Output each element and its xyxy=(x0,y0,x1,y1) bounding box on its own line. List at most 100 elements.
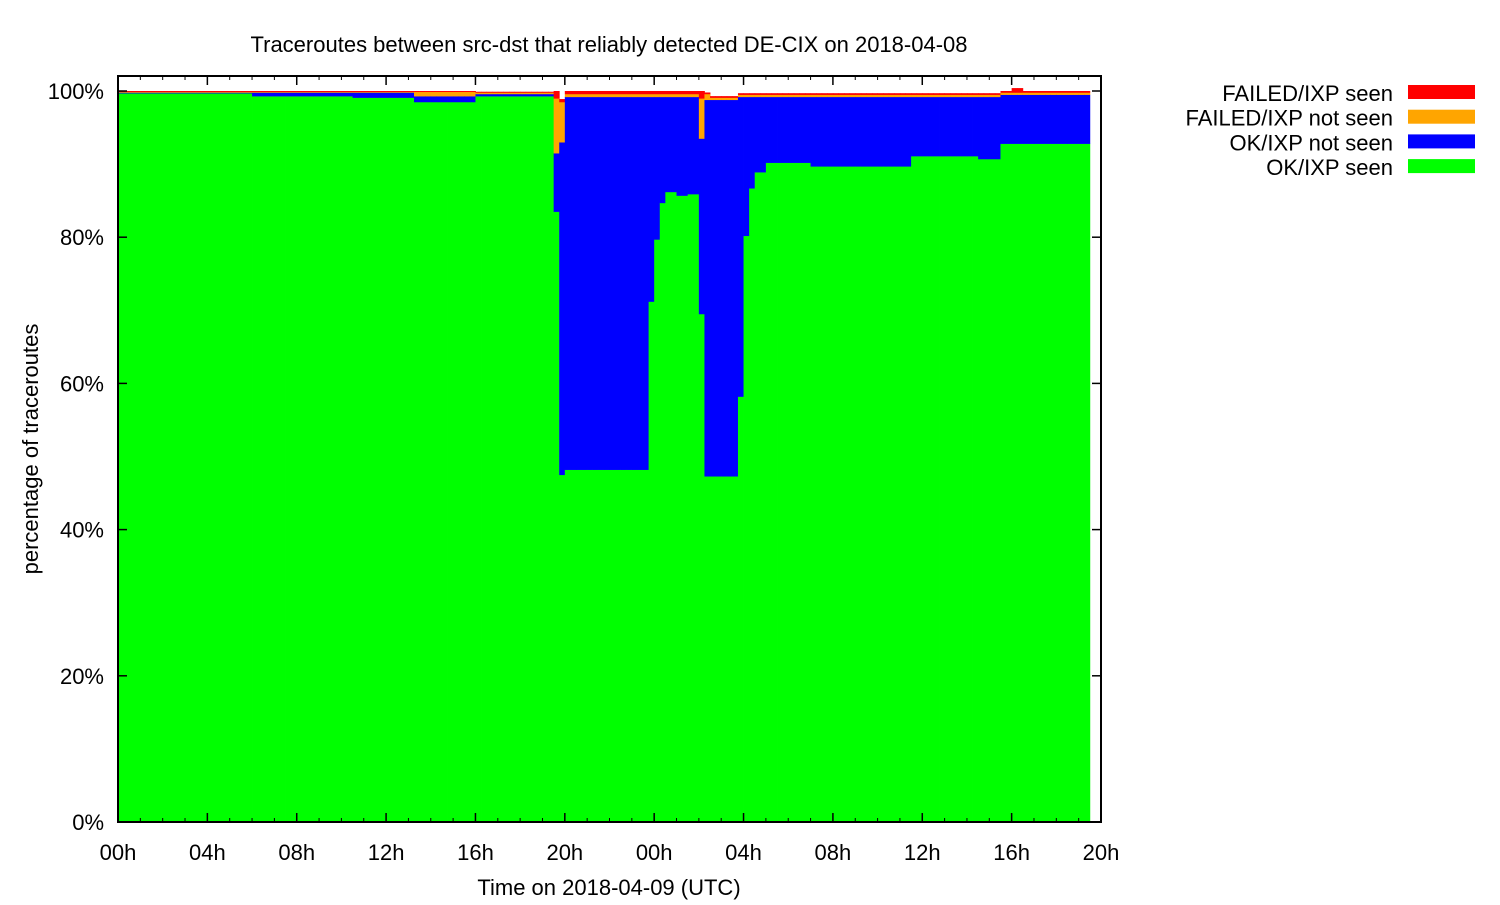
bar-ok-ixp-not-seen xyxy=(453,96,460,103)
bar-ok-ixp-seen xyxy=(525,96,532,823)
bar-ok-ixp-not-seen xyxy=(486,93,493,97)
bar-failed-ixp-not-seen xyxy=(240,91,247,93)
y-tick-label: 40% xyxy=(60,518,104,543)
bar-ok-ixp-not-seen xyxy=(162,92,169,94)
bar-failed-ixp-not-seen xyxy=(1050,92,1057,95)
bar-failed-ixp-seen xyxy=(749,93,756,95)
bar-ok-ixp-not-seen xyxy=(972,96,979,157)
bar-ok-ixp-not-seen xyxy=(263,92,270,97)
legend-swatch-failed-ixp-seen xyxy=(1408,85,1475,99)
bar-failed-ixp-not-seen xyxy=(486,92,493,95)
bar-failed-ixp-seen xyxy=(676,91,683,95)
bar-failed-ixp-not-seen xyxy=(598,93,605,98)
bar-ok-ixp-seen xyxy=(542,96,549,823)
bar-failed-ixp-not-seen xyxy=(1022,92,1029,95)
bar-ok-ixp-not-seen xyxy=(743,96,750,237)
bar-ok-ixp-not-seen xyxy=(1045,94,1052,144)
bar-failed-ixp-not-seen xyxy=(1073,92,1080,95)
legend-label-ok-ixp-not-seen: OK/IXP not seen xyxy=(1230,130,1393,155)
bar-ok-ixp-seen xyxy=(609,469,616,823)
bar-ok-ixp-not-seen xyxy=(123,92,130,94)
bar-failed-ixp-not-seen xyxy=(481,92,488,95)
bar-failed-ixp-seen xyxy=(140,91,147,93)
bar-ok-ixp-seen xyxy=(134,93,141,823)
bar-failed-ixp-seen xyxy=(386,91,393,93)
bar-ok-ixp-seen xyxy=(173,93,180,823)
bar-ok-ixp-seen xyxy=(408,97,415,823)
bar-ok-ixp-not-seen xyxy=(380,92,387,98)
bar-ok-ixp-not-seen xyxy=(419,96,426,103)
bar-ok-ixp-not-seen xyxy=(939,96,946,157)
bar-failed-ixp-not-seen xyxy=(659,93,666,98)
bar-failed-ixp-not-seen xyxy=(1028,92,1035,95)
bar-failed-ixp-seen xyxy=(1011,88,1018,93)
bar-failed-ixp-seen xyxy=(352,91,359,93)
bar-ok-ixp-not-seen xyxy=(548,93,555,97)
bar-ok-ixp-not-seen xyxy=(408,92,415,98)
bar-ok-ixp-not-seen xyxy=(950,96,957,157)
bar-failed-ixp-not-seen xyxy=(777,94,784,98)
bar-ok-ixp-not-seen xyxy=(927,96,934,157)
bar-ok-ixp-seen xyxy=(916,156,923,823)
bar-failed-ixp-not-seen xyxy=(620,93,627,98)
bar-failed-ixp-seen xyxy=(665,91,672,95)
bar-ok-ixp-seen xyxy=(687,194,694,823)
bar-failed-ixp-seen xyxy=(754,93,761,95)
bar-ok-ixp-not-seen xyxy=(587,96,594,470)
bar-ok-ixp-not-seen xyxy=(665,96,672,193)
bar-failed-ixp-not-seen xyxy=(1078,92,1085,95)
bar-ok-ixp-seen xyxy=(481,96,488,823)
bar-failed-ixp-seen xyxy=(570,91,577,95)
bar-failed-ixp-seen xyxy=(151,91,158,93)
bar-ok-ixp-seen xyxy=(575,469,582,823)
x-tick-label: 12h xyxy=(904,840,941,865)
bar-ok-ixp-not-seen xyxy=(883,96,890,167)
bar-ok-ixp-seen xyxy=(1073,143,1080,823)
bar-failed-ixp-seen xyxy=(1084,91,1091,93)
bar-ok-ixp-seen xyxy=(469,101,476,823)
bar-failed-ixp-seen xyxy=(1006,91,1013,93)
bar-ok-ixp-not-seen xyxy=(190,92,197,94)
bar-ok-ixp-seen xyxy=(592,469,599,823)
bar-ok-ixp-not-seen xyxy=(436,96,443,103)
bar-ok-ixp-not-seen xyxy=(966,96,973,157)
bar-failed-ixp-not-seen xyxy=(838,94,845,98)
bar-ok-ixp-not-seen xyxy=(933,96,940,157)
bar-failed-ixp-seen xyxy=(955,93,962,95)
bar-failed-ixp-seen xyxy=(453,91,460,93)
bar-ok-ixp-not-seen xyxy=(777,96,784,163)
bar-failed-ixp-seen xyxy=(715,96,722,98)
bar-failed-ixp-seen xyxy=(631,91,638,95)
x-tick-label: 16h xyxy=(457,840,494,865)
bar-failed-ixp-seen xyxy=(503,91,510,93)
bar-failed-ixp-not-seen xyxy=(123,91,130,93)
bar-ok-ixp-not-seen xyxy=(441,96,448,103)
bar-ok-ixp-not-seen xyxy=(469,96,476,103)
bar-failed-ixp-not-seen xyxy=(860,94,867,98)
bar-ok-ixp-not-seen xyxy=(559,142,566,476)
bar-ok-ixp-seen xyxy=(821,166,828,823)
bar-failed-ixp-seen xyxy=(330,91,337,93)
bar-failed-ixp-not-seen xyxy=(827,94,834,98)
bar-failed-ixp-seen xyxy=(212,91,219,93)
bar-failed-ixp-not-seen xyxy=(291,91,298,93)
bar-ok-ixp-seen xyxy=(626,469,633,823)
bar-failed-ixp-seen xyxy=(475,91,482,93)
bar-ok-ixp-not-seen xyxy=(279,92,286,97)
bar-ok-ixp-seen xyxy=(838,166,845,823)
bar-failed-ixp-not-seen xyxy=(369,91,376,93)
bar-failed-ixp-seen xyxy=(609,91,616,95)
bar-failed-ixp-seen xyxy=(989,93,996,95)
bar-ok-ixp-seen xyxy=(693,194,700,823)
bar-failed-ixp-not-seen xyxy=(799,94,806,98)
bar-failed-ixp-seen xyxy=(575,91,582,95)
bar-ok-ixp-seen xyxy=(944,156,951,823)
bar-ok-ixp-not-seen xyxy=(346,92,353,97)
bar-ok-ixp-not-seen xyxy=(531,93,538,97)
bar-ok-ixp-seen xyxy=(307,96,314,823)
bar-ok-ixp-not-seen xyxy=(157,92,164,94)
bar-ok-ixp-not-seen xyxy=(324,92,331,97)
bar-failed-ixp-not-seen xyxy=(386,91,393,93)
bar-failed-ixp-not-seen xyxy=(682,93,689,98)
bar-ok-ixp-seen xyxy=(212,93,219,823)
